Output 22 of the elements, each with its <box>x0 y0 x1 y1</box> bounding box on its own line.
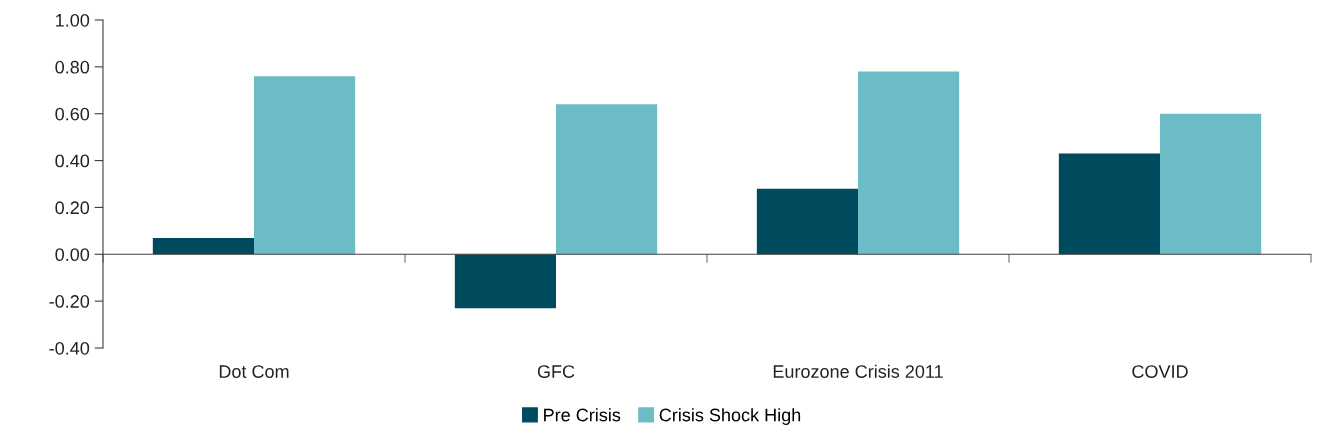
y-tick-label: 0.00 <box>55 248 90 262</box>
bar <box>1058 153 1160 255</box>
y-tick-label: -0.40 <box>49 341 90 355</box>
x-tick-label: Dot Com <box>219 365 289 378</box>
bar <box>756 188 858 255</box>
bar <box>1160 113 1262 255</box>
bar <box>556 104 658 255</box>
x-tick-label: Eurozone Crisis 2011 <box>773 364 943 378</box>
y-tick-label: 0.20 <box>55 201 90 215</box>
x-tick-label: GFC <box>537 365 575 378</box>
y-tick-label: 0.60 <box>55 107 90 121</box>
bar <box>858 71 960 255</box>
y-tick-label: 1.00 <box>56 13 90 27</box>
y-tick-label: -0.20 <box>49 295 90 308</box>
legend-label: Pre Crisis <box>544 408 621 422</box>
y-tick-label: 0.40 <box>55 154 90 168</box>
legend-label: Crisis Shock High <box>659 408 801 425</box>
bar <box>454 254 556 309</box>
y-tick-label: 0.80 <box>55 60 90 74</box>
bar <box>254 76 356 255</box>
bar <box>152 237 254 255</box>
x-tick-label: COVID <box>1132 365 1188 378</box>
